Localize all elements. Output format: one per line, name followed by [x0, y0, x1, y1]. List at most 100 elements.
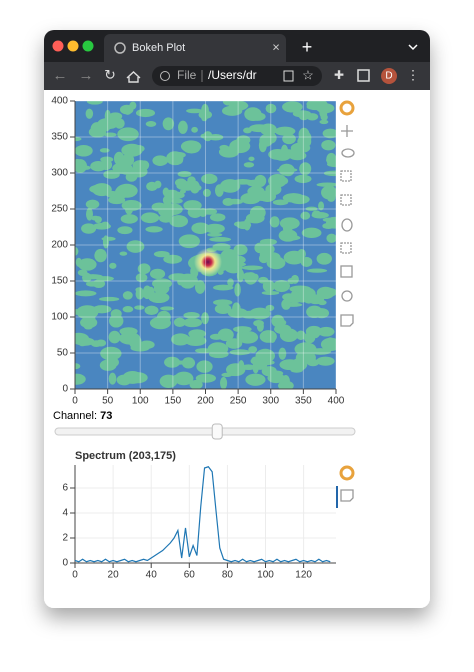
texture-blob: [247, 185, 265, 198]
texture-blob: [202, 188, 211, 197]
zoom-button[interactable]: [82, 40, 94, 52]
texture-blob: [274, 126, 296, 136]
texture-blob: [119, 327, 138, 336]
texture-blob: [140, 212, 160, 224]
bokeh-logo[interactable]: [339, 100, 355, 116]
pan-tool[interactable]: [341, 125, 353, 137]
texture-blob: [146, 181, 158, 191]
zoom-out-tool[interactable]: [340, 242, 352, 254]
texture-blob: [325, 337, 335, 352]
texture-blob: [272, 199, 289, 206]
texture-blob: [269, 216, 280, 228]
x-tick-label: 400: [328, 396, 345, 407]
share-button[interactable]: [283, 70, 294, 82]
sidebar-button[interactable]: [357, 69, 370, 82]
texture-blob: [256, 320, 264, 332]
x-tick-label: 50: [102, 396, 114, 407]
texture-blob: [168, 273, 188, 281]
lasso-tool[interactable]: [341, 148, 355, 158]
menu-button[interactable]: ⋮: [407, 67, 420, 82]
texture-blob: [186, 108, 203, 114]
texture-blob: [303, 332, 316, 344]
tab[interactable]: [104, 34, 286, 62]
x-tick-label: 80: [222, 570, 234, 581]
texture-blob: [99, 148, 110, 153]
tab-menu[interactable]: [408, 44, 418, 51]
texture-blob: [119, 331, 141, 345]
texture-blob: [322, 128, 336, 139]
bokeh-logo[interactable]: [339, 465, 355, 481]
texture-blob: [92, 305, 112, 314]
texture-blob: [149, 316, 172, 330]
texture-blob: [135, 288, 144, 300]
texture-blob: [298, 111, 310, 121]
slider-track[interactable]: [54, 427, 356, 436]
texture-blob: [85, 199, 100, 209]
bookmark-star[interactable]: ☆: [302, 67, 314, 82]
address-path: /Users/dr: [208, 68, 257, 82]
forward-button[interactable]: →: [79, 67, 94, 84]
close-button[interactable]: [52, 40, 64, 52]
texture-blob: [225, 338, 243, 349]
reset-tool[interactable]: [341, 290, 353, 302]
texture-blob: [76, 260, 92, 267]
chart-title: Spectrum (203,175): [75, 450, 176, 462]
texture-blob: [268, 173, 287, 188]
home-button[interactable]: [126, 71, 141, 83]
texture-blob: [258, 276, 269, 284]
texture-blob: [75, 363, 81, 370]
hotspot: [194, 248, 222, 276]
texture-blob: [139, 340, 155, 349]
texture-blob: [233, 326, 252, 333]
texture-blob: [163, 254, 183, 264]
x-tick-label: 60: [184, 570, 196, 581]
slider-handle[interactable]: [211, 423, 223, 440]
texture-blob: [98, 296, 120, 302]
texture-blob: [278, 347, 287, 360]
texture-blob: [218, 146, 240, 158]
texture-blob: [265, 103, 277, 114]
texture-blob: [195, 373, 216, 383]
box-zoom-tool[interactable]: [340, 170, 352, 182]
hover-tool[interactable]: [340, 489, 354, 502]
texture-blob: [322, 217, 336, 222]
wheel-zoom-tool[interactable]: [341, 218, 353, 232]
texture-blob: [86, 101, 103, 105]
tab-close[interactable]: ×: [272, 39, 280, 54]
new-tab[interactable]: +: [302, 37, 313, 57]
texture-blob: [81, 223, 97, 234]
texture-blob: [170, 198, 183, 204]
texture-blob: [323, 287, 336, 297]
texture-blob: [178, 120, 188, 134]
hover-tool[interactable]: [340, 314, 354, 327]
spectrum-line: [74, 466, 331, 563]
texture-blob: [258, 253, 269, 264]
texture-blob: [89, 185, 106, 194]
texture-blob: [162, 117, 175, 131]
texture-blob: [177, 170, 192, 178]
texture-blob: [145, 121, 157, 127]
texture-blob: [266, 256, 286, 270]
x-tick-label: 150: [165, 396, 182, 407]
texture-blob: [291, 357, 308, 371]
texture-blob: [233, 221, 244, 227]
save-tool[interactable]: [340, 265, 353, 278]
texture-blob: [245, 373, 266, 386]
texture-blob: [94, 216, 102, 224]
texture-blob: [183, 311, 200, 319]
profile-avatar[interactable]: [381, 68, 397, 84]
texture-blob: [121, 199, 142, 211]
address-bar[interactable]: [152, 66, 322, 86]
texture-blob: [213, 284, 234, 291]
texture-blob: [75, 373, 86, 385]
texture-blob: [187, 176, 196, 185]
reload-button[interactable]: ↻: [104, 67, 116, 83]
texture-blob: [282, 101, 303, 113]
box-select-tool[interactable]: [340, 194, 352, 206]
back-button[interactable]: ←: [53, 67, 68, 84]
minimize-button[interactable]: [67, 40, 79, 52]
texture-blob: [318, 201, 325, 211]
texture-blob: [106, 191, 114, 198]
extensions-button[interactable]: ✚: [334, 68, 344, 82]
